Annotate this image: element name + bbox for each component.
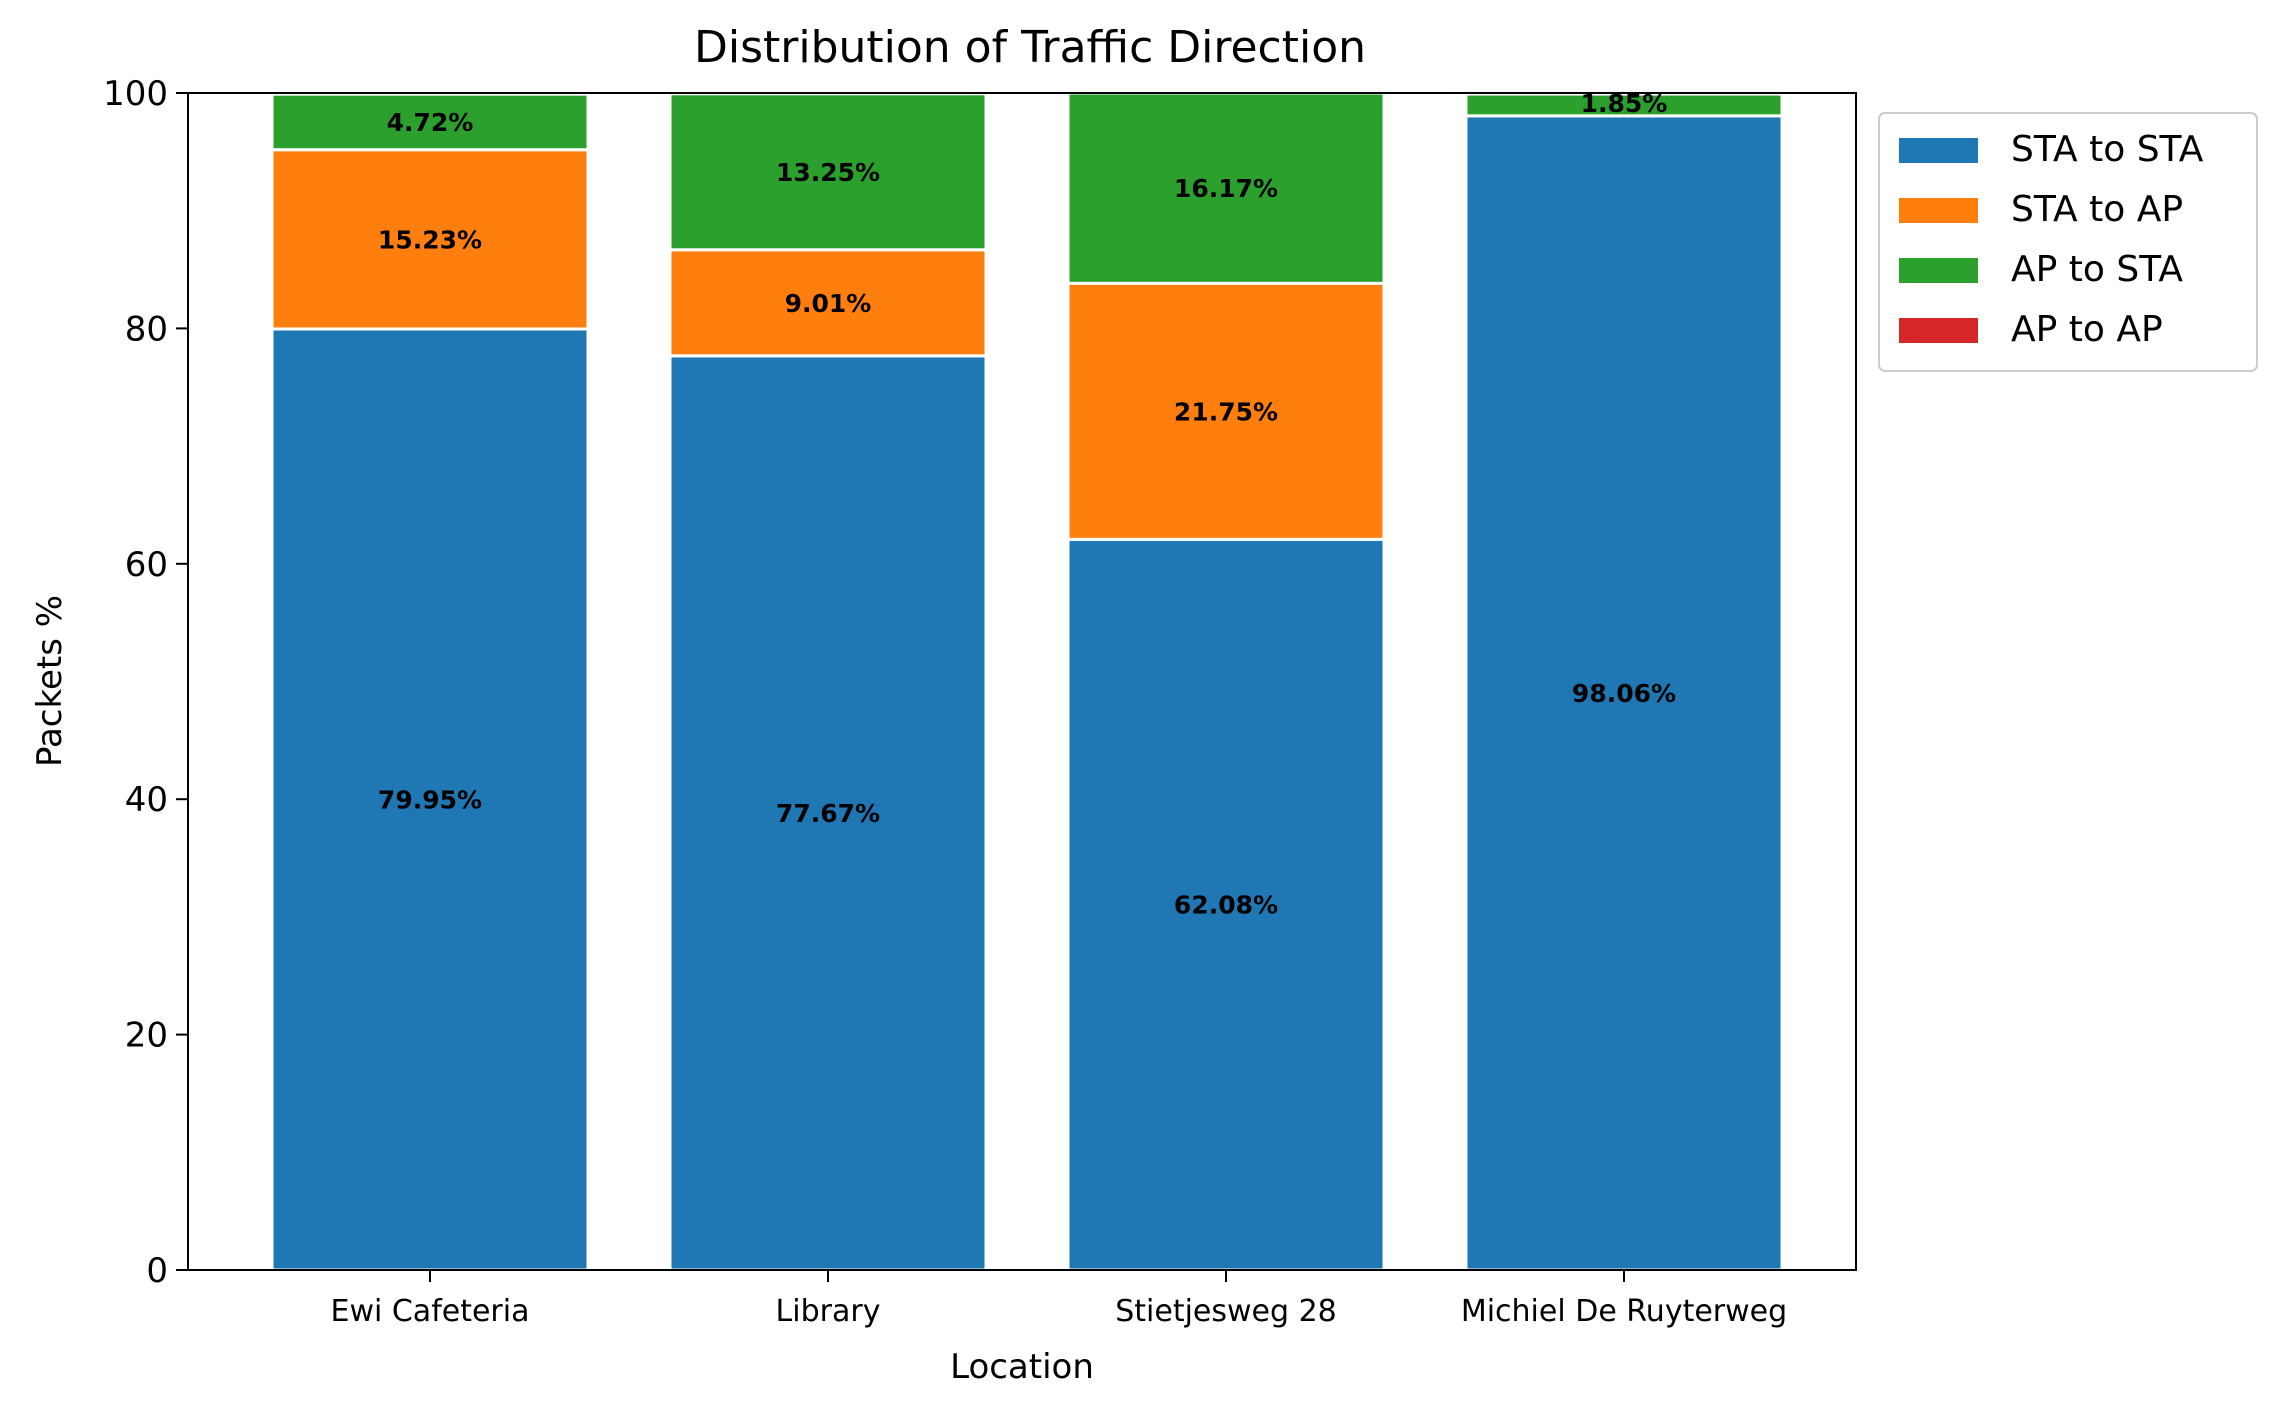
legend-label-sta-to-ap: STA to AP [2011,189,2183,230]
value-label-sta-to-sta-ewi-cafeteria: 79.95% [378,785,482,814]
x-tick-label-michiel-de-ruyterweg: Michiel De Ruyterweg [1461,1294,1787,1329]
legend-swatch-ap-to-sta [1899,258,1978,283]
legend-label-ap-to-ap: AP to AP [2011,309,2163,350]
legend-swatch-ap-to-ap [1899,318,1978,343]
legend-swatch-sta-to-ap [1899,198,1978,223]
value-label-ap-to-sta-ewi-cafeteria: 4.72% [387,108,474,137]
legend-box [1878,112,2258,372]
y-tick-label-40: 40 [125,780,168,820]
legend: STA to STA STA to AP AP to STA AP to AP [1878,112,2258,372]
value-label-sta-to-ap-stietjesweg-28: 21.75% [1174,397,1278,426]
bar-ap-to-sta-ewi-cafeteria [270,92,590,152]
value-label-sta-to-sta-michiel-de-ruyterweg: 98.06% [1572,679,1676,708]
bar-sta-to-sta-stietjesweg-28 [1066,537,1386,1272]
plot-frame [187,92,1857,1271]
x-axis-label: Location [950,1347,1094,1387]
x-tick-label-ewi-cafeteria: Ewi Cafeteria [331,1294,530,1329]
bar-sta-to-ap-ewi-cafeteria [270,148,590,331]
bar-ap-to-sta-stietjesweg-28 [1066,91,1386,285]
chart-title: Distribution of Traffic Direction [694,22,1366,73]
value-label-sta-to-sta-library: 77.67% [776,799,880,828]
value-label-ap-to-sta-library: 13.25% [776,158,880,187]
value-label-sta-to-ap-ewi-cafeteria: 15.23% [378,225,482,254]
axes-layer: 0 20 40 60 80 100 Ewi Cafeteria Library Stietjes… [103,74,1857,1329]
bar-ap-to-sta-library [668,92,988,252]
y-axis-label: Packets % [30,595,70,767]
y-tick-label-0: 0 [146,1251,168,1291]
y-tick-label-100: 100 [103,74,168,114]
x-tick-label-stietjesweg-28: Stietjesweg 28 [1115,1294,1337,1329]
value-label-ap-to-sta-stietjesweg-28: 16.17% [1174,174,1278,203]
legend-label-ap-to-sta: AP to STA [2011,249,2183,290]
y-tick-label-80: 80 [125,309,168,349]
bar-sta-to-sta-michiel-de-ruyterweg [1464,114,1784,1272]
bars-layer [270,91,1784,1272]
bar-ap-to-sta-michiel-de-ruyterweg [1464,92,1784,118]
value-label-sta-to-sta-stietjesweg-28: 62.08% [1174,891,1278,920]
bar-sta-to-ap-library [668,248,988,358]
legend-swatch-sta-to-sta [1899,138,1978,163]
legend-label-sta-to-sta: STA to STA [2011,129,2204,170]
y-tick-label-60: 60 [125,545,168,585]
value-label-sta-to-ap-library: 9.01% [785,289,872,318]
x-tick-label-library: Library [776,1294,881,1329]
y-tick-label-20: 20 [125,1016,168,1056]
bar-sta-to-ap-stietjesweg-28 [1066,281,1386,541]
